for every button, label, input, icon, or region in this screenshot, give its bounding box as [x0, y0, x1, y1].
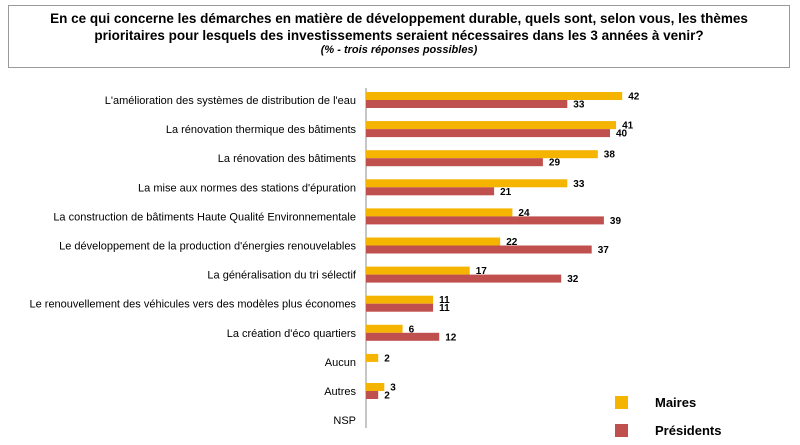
bar-maires	[366, 92, 623, 100]
category-label: Aucun	[325, 357, 356, 369]
category-label: La rénovation thermique des bâtiments	[166, 124, 357, 136]
category-label: La mise aux normes des stations d'épurat…	[138, 182, 356, 194]
bar-maires	[366, 150, 598, 159]
category-label: La création d'éco quartiers	[227, 328, 357, 340]
bar-prsidents	[366, 158, 543, 167]
data-label: 33	[573, 100, 585, 111]
bar-maires	[366, 237, 501, 246]
bar-maires	[366, 324, 403, 333]
data-label: 3	[390, 383, 396, 394]
category-label: Autres	[324, 386, 356, 398]
category-label: NSP	[333, 415, 356, 427]
category-label: Le développement de la production d'éner…	[59, 241, 356, 253]
data-label: 11	[439, 303, 450, 314]
bar-maires	[366, 208, 513, 217]
data-label: 39	[610, 216, 622, 227]
legend-label: Maires	[655, 395, 696, 410]
data-label: 41	[622, 121, 634, 132]
data-label: 22	[506, 237, 518, 248]
data-label: 6	[409, 324, 415, 335]
data-label: 33	[573, 179, 585, 190]
bar-prsidents	[366, 391, 379, 399]
bar-prsidents	[366, 303, 434, 312]
data-label: 21	[500, 187, 512, 198]
category-label: La construction de bâtiments Haute Quali…	[53, 211, 356, 223]
chart-subtitle: (% - trois réponses possibles)	[320, 44, 478, 56]
data-label: 38	[604, 150, 616, 161]
category-label: L'amélioration des systèmes de distribut…	[105, 95, 356, 107]
bar-maires	[366, 353, 379, 362]
data-label: 24	[518, 208, 530, 219]
data-label: 17	[476, 266, 488, 277]
bar-maires	[366, 179, 568, 188]
data-label: 11	[439, 295, 450, 306]
data-label: 12	[445, 332, 457, 343]
bar-prsidents	[366, 216, 604, 225]
data-label: 2	[384, 353, 390, 364]
bar-prsidents	[366, 245, 592, 254]
data-label: 32	[567, 274, 579, 285]
bar-maires	[366, 121, 617, 130]
legend-label: Présidents	[655, 423, 721, 438]
bar-maires	[366, 295, 434, 304]
bar-prsidents	[366, 332, 440, 341]
bar-prsidents	[366, 274, 562, 283]
chart-title-box: En ce qui concerne les démarches en mati…	[8, 5, 790, 68]
bar-prsidents	[366, 100, 568, 108]
legend-swatch	[615, 424, 628, 437]
category-label: La rénovation des bâtiments	[218, 153, 357, 165]
category-label: La généralisation du tri sélectif	[207, 270, 357, 282]
bar-maires	[366, 383, 385, 391]
data-label: 2	[384, 391, 390, 402]
data-label: 29	[549, 158, 561, 169]
bar-maires	[366, 266, 470, 275]
bar-prsidents	[366, 187, 495, 196]
legend-swatch	[615, 396, 628, 409]
data-label: 40	[616, 129, 628, 140]
data-label: 42	[628, 92, 640, 103]
category-label: Le renouvellement des véhicules vers des…	[29, 299, 356, 311]
bar-prsidents	[366, 129, 610, 138]
data-label: 37	[598, 245, 610, 256]
chart-title: En ce qui concerne les démarches en mati…	[50, 11, 748, 43]
